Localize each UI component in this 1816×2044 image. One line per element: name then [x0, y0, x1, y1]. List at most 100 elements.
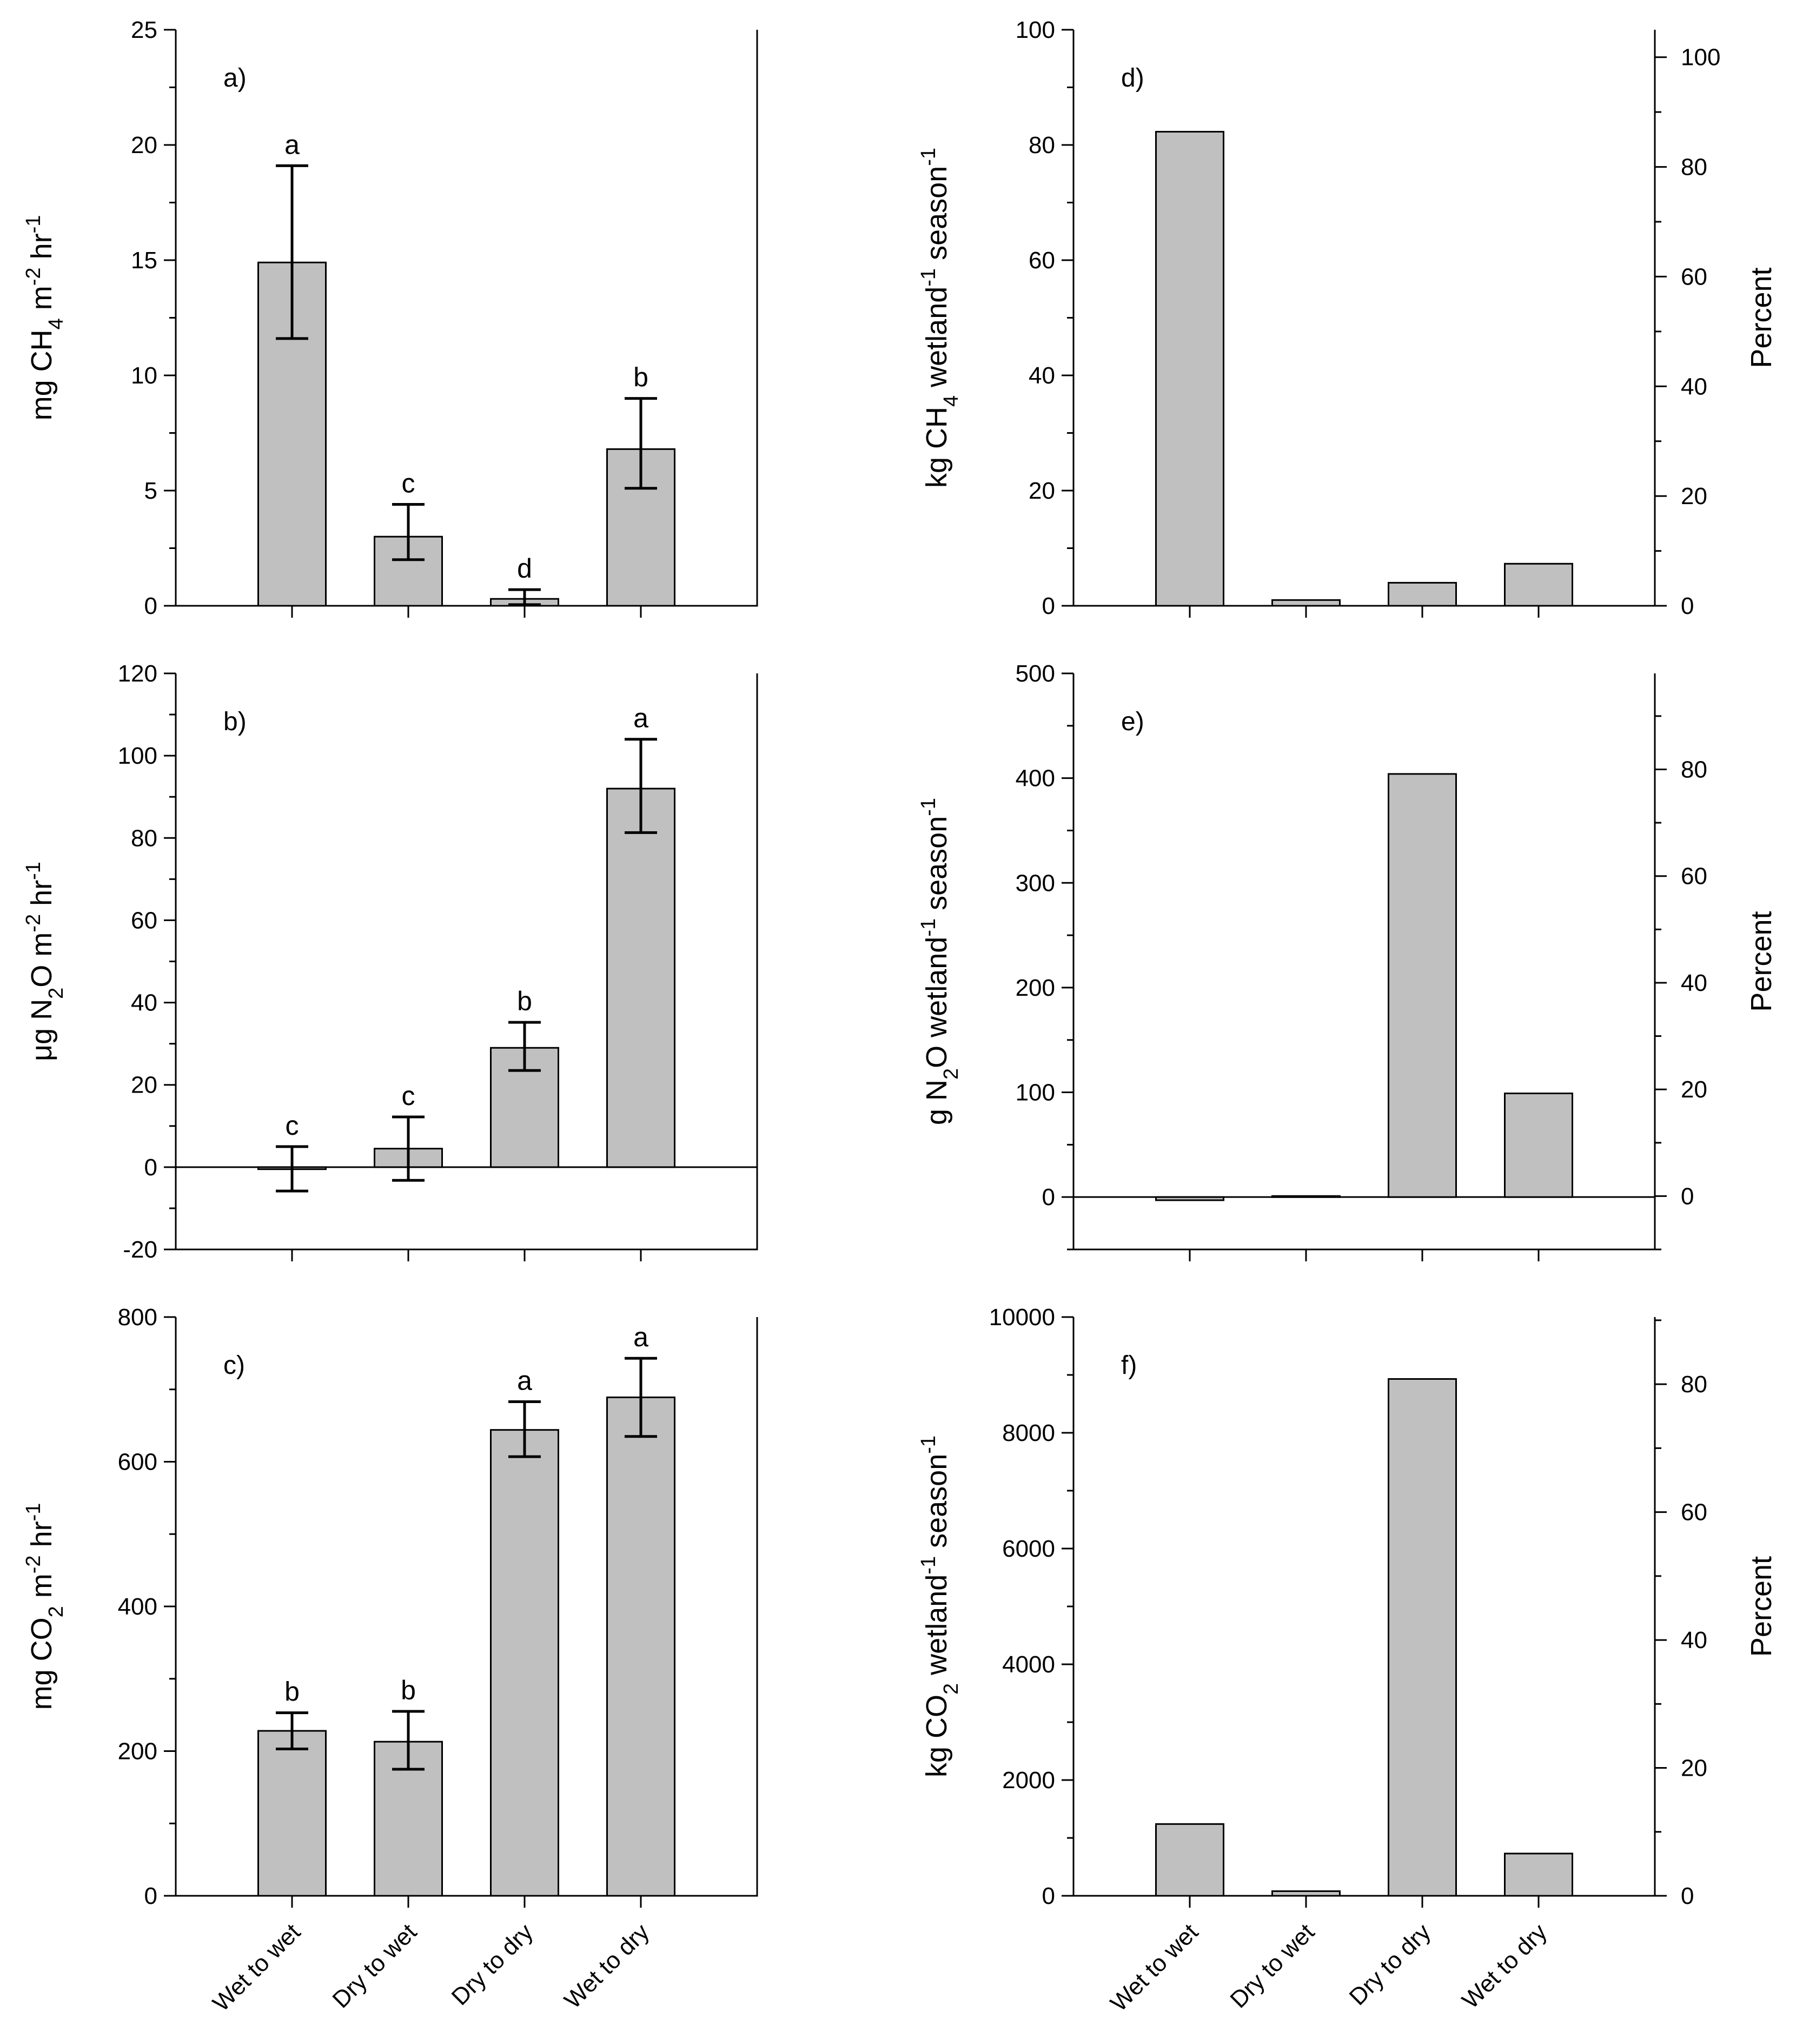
- y2-tick-label: 40: [1681, 970, 1707, 996]
- y-tick-label: 0: [144, 1154, 157, 1181]
- y-axis-title: μg N2O m-2 hr-1: [22, 862, 68, 1061]
- y-tick-label: 80: [131, 825, 157, 851]
- y-axis-title: mg CO2 m-2 hr-1: [22, 1503, 68, 1710]
- y-tick-label: 20: [131, 1072, 157, 1099]
- y-tick-label: 300: [1016, 870, 1055, 896]
- chart-panel-c: 0 200 400 600 800 b b a a c) mg CO2 m-2 hr-1 Wet to…: [22, 1304, 758, 2016]
- y-tick-label: 0: [1042, 1883, 1055, 1909]
- category-label: Dry to wet: [1225, 1919, 1320, 2013]
- y-tick-label: 10: [131, 362, 157, 389]
- bar-f-3: [1504, 1853, 1573, 1897]
- bar-d-2: [1388, 581, 1457, 607]
- significance-letter: d: [517, 553, 532, 584]
- axis-frame: [1072, 673, 1656, 1251]
- significance-letter: a: [284, 129, 300, 160]
- y-tick-label: 40: [1029, 362, 1055, 389]
- y2-tick-label: 80: [1681, 154, 1707, 181]
- y-tick-label: 100: [1016, 17, 1055, 43]
- category-label: Wet to dry: [1457, 1919, 1552, 2014]
- y2-tick-label: 0: [1681, 1183, 1694, 1209]
- y-tick-label: 100: [118, 743, 157, 769]
- bar-d-1: [1271, 599, 1341, 607]
- y2-tick-label: 80: [1681, 757, 1707, 783]
- y-tick-label: 20: [1029, 478, 1055, 504]
- bar-a-0: [257, 261, 327, 607]
- y-tick-label: 120: [118, 660, 157, 687]
- y2-tick-label: 20: [1681, 1755, 1707, 1782]
- y2-tick-label: 80: [1681, 1371, 1707, 1398]
- chart-panel-f: 0 2000 4000 6000 8000 10000 0 20 40 60 80 Percent f)…: [917, 1304, 1778, 2016]
- bar-f-0: [1155, 1823, 1224, 1897]
- y-tick-label: 0: [144, 593, 157, 619]
- significance-letter: c: [402, 1081, 415, 1111]
- y-tick-label: 600: [118, 1449, 157, 1476]
- bar-f-1: [1271, 1890, 1341, 1897]
- y-tick-label: 0: [1042, 1184, 1055, 1210]
- panel-label: d): [1121, 64, 1144, 92]
- bar-d-3: [1504, 563, 1573, 607]
- panel-label: e): [1121, 707, 1144, 736]
- y-tick-label: 200: [1016, 975, 1055, 1001]
- y-tick-label: 400: [1016, 765, 1055, 792]
- significance-letter: a: [633, 1322, 648, 1352]
- y-tick-label: -20: [123, 1236, 157, 1263]
- y-axis-title: kg CO2 wetland-1 season-1: [917, 1436, 963, 1777]
- y-tick-label: 40: [131, 990, 157, 1016]
- y-tick-label: 0: [144, 1883, 157, 1909]
- y2-tick-label: 40: [1681, 373, 1707, 400]
- y-tick-label: 2000: [1002, 1767, 1055, 1794]
- significance-letter: a: [517, 1365, 532, 1395]
- y-tick-label: 60: [1029, 247, 1055, 274]
- y-tick-label: 60: [131, 907, 157, 934]
- y2-tick-label: 100: [1681, 44, 1720, 71]
- y-tick-label: 400: [118, 1593, 157, 1620]
- y-axis-title: mg CH4 m-2 hr-1: [22, 215, 68, 421]
- bar-c-0: [257, 1730, 327, 1897]
- y2-tick-label: 0: [1681, 1883, 1694, 1909]
- y2-axis-title: Percent: [1745, 911, 1778, 1011]
- significance-letter: c: [286, 1110, 299, 1141]
- panel-label: b): [223, 707, 247, 736]
- y-tick-label: 100: [1016, 1080, 1055, 1106]
- significance-letter: b: [517, 986, 532, 1016]
- y-tick-label: 800: [118, 1304, 157, 1331]
- category-label: Dry to wet: [327, 1919, 422, 2013]
- category-label: Dry to dry: [1344, 1919, 1436, 2010]
- significance-letter: b: [633, 362, 648, 393]
- y2-tick-label: 60: [1681, 263, 1707, 290]
- bar-c-2: [490, 1429, 559, 1897]
- y2-tick-label: 40: [1681, 1627, 1707, 1653]
- category-label: Wet to dry: [559, 1919, 654, 2014]
- bar-f-2: [1388, 1378, 1457, 1897]
- chart-panel-a: 0 5 10 15 20 25 a c d b a) mg CH4 m-2 hr-1: [22, 17, 758, 619]
- category-label: Wet to wet: [208, 1919, 306, 2016]
- y-tick-label: 200: [118, 1738, 157, 1765]
- bar-e-0: [1155, 1196, 1224, 1201]
- significance-letter: b: [284, 1677, 300, 1707]
- panel-label: a): [223, 64, 247, 92]
- category-label: Wet to wet: [1105, 1919, 1203, 2016]
- significance-letter: c: [402, 468, 415, 499]
- bar-c-3: [606, 1396, 675, 1897]
- y2-tick-label: 0: [1681, 593, 1694, 619]
- bar-e-3: [1504, 1092, 1573, 1198]
- bar-b-3: [606, 788, 675, 1168]
- panel-label: f): [1121, 1351, 1137, 1380]
- y2-tick-label: 20: [1681, 1076, 1707, 1103]
- y-tick-label: 5: [144, 478, 157, 504]
- category-label: Dry to dry: [447, 1919, 538, 2010]
- y-axis-title: g N2O wetland-1 season-1: [917, 798, 963, 1125]
- y2-axis-title: Percent: [1745, 1556, 1778, 1657]
- y2-tick-label: 60: [1681, 1499, 1707, 1526]
- y-tick-label: 4000: [1002, 1651, 1055, 1678]
- y2-tick-label: 60: [1681, 863, 1707, 890]
- y-tick-label: 10000: [989, 1304, 1055, 1331]
- y2-axis-title: Percent: [1745, 267, 1778, 368]
- y-tick-label: 500: [1016, 660, 1055, 687]
- axis-frame: [1072, 1317, 1656, 1897]
- bar-e-1: [1271, 1195, 1341, 1198]
- y-tick-label: 80: [1029, 132, 1055, 158]
- y2-tick-label: 20: [1681, 483, 1707, 510]
- bar-d-0: [1155, 131, 1224, 607]
